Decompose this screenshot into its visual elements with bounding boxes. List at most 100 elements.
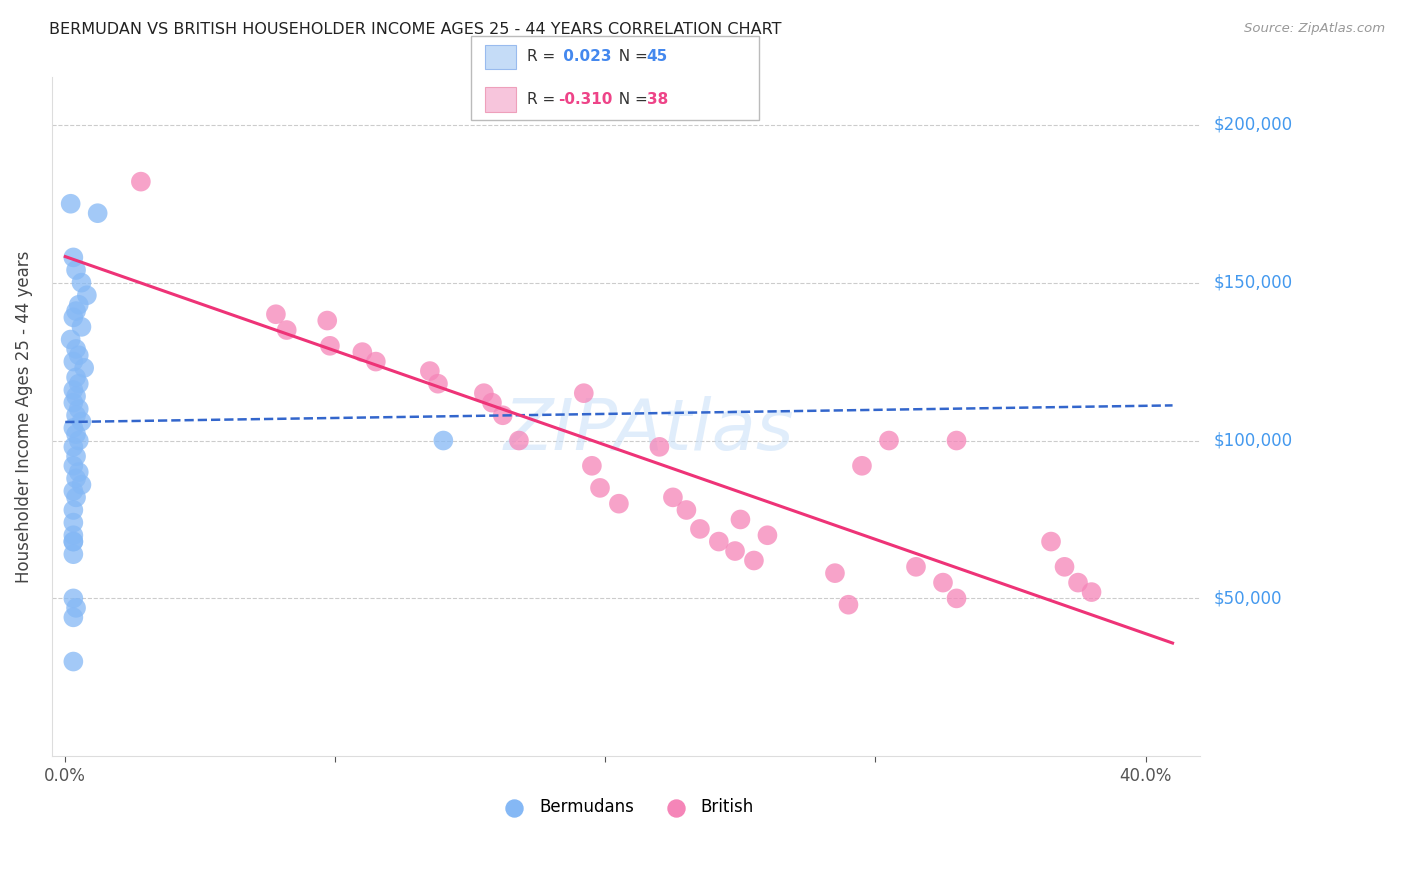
Point <box>945 434 967 448</box>
Point <box>581 458 603 473</box>
Point <box>945 591 967 606</box>
Point <box>264 307 287 321</box>
Point <box>508 434 530 448</box>
Point <box>724 544 747 558</box>
Point <box>904 559 927 574</box>
Point <box>432 434 454 448</box>
Point <box>62 354 84 368</box>
Point <box>129 175 152 189</box>
Point <box>65 389 87 403</box>
Point <box>62 310 84 325</box>
Point <box>67 401 90 416</box>
Point <box>675 503 697 517</box>
Text: Source: ZipAtlas.com: Source: ZipAtlas.com <box>1244 22 1385 36</box>
Point <box>62 655 84 669</box>
Point <box>62 484 84 499</box>
Point <box>707 534 730 549</box>
Point <box>472 386 495 401</box>
Point <box>319 339 342 353</box>
Point <box>73 360 96 375</box>
Point <box>481 395 503 409</box>
Text: BERMUDAN VS BRITISH HOUSEHOLDER INCOME AGES 25 - 44 YEARS CORRELATION CHART: BERMUDAN VS BRITISH HOUSEHOLDER INCOME A… <box>49 22 782 37</box>
Point <box>67 376 90 391</box>
Point <box>877 434 900 448</box>
Point <box>62 421 84 435</box>
Text: -0.310: -0.310 <box>558 92 613 107</box>
Point <box>62 547 84 561</box>
Point <box>62 440 84 454</box>
Point <box>492 409 515 423</box>
Point <box>352 345 374 359</box>
Text: R =: R = <box>527 92 561 107</box>
Point <box>70 319 93 334</box>
Point <box>65 409 87 423</box>
Point <box>316 313 339 327</box>
Point <box>1040 534 1063 549</box>
Point <box>65 263 87 277</box>
Point <box>1067 575 1090 590</box>
Point <box>62 251 84 265</box>
Point <box>62 528 84 542</box>
Point <box>648 440 671 454</box>
Point <box>572 386 595 401</box>
Text: 38: 38 <box>647 92 668 107</box>
Point <box>824 566 846 581</box>
Point <box>62 516 84 530</box>
Point <box>837 598 859 612</box>
Text: R =: R = <box>527 49 561 64</box>
Point <box>62 395 84 409</box>
Point <box>59 196 82 211</box>
Text: $100,000: $100,000 <box>1213 432 1292 450</box>
Point <box>65 427 87 442</box>
Text: $150,000: $150,000 <box>1213 274 1292 292</box>
Point <box>65 342 87 356</box>
Point <box>65 304 87 318</box>
Point <box>65 600 87 615</box>
Legend: Bermudans, British: Bermudans, British <box>491 791 761 822</box>
Point <box>70 415 93 429</box>
Point <box>62 591 84 606</box>
Point <box>932 575 955 590</box>
Point <box>689 522 711 536</box>
Point <box>59 333 82 347</box>
Point <box>1080 585 1102 599</box>
Point <box>730 512 752 526</box>
Text: ZIPAtlas: ZIPAtlas <box>503 396 794 465</box>
Point <box>419 364 441 378</box>
Point <box>67 434 90 448</box>
Point <box>70 276 93 290</box>
Point <box>426 376 449 391</box>
Point <box>662 491 685 505</box>
Point <box>65 370 87 384</box>
Text: $50,000: $50,000 <box>1213 590 1282 607</box>
Point <box>756 528 779 542</box>
Point <box>1053 559 1076 574</box>
Text: N =: N = <box>609 92 652 107</box>
Point <box>62 458 84 473</box>
Point <box>62 534 84 549</box>
Point <box>65 491 87 505</box>
Text: 0.023: 0.023 <box>558 49 612 64</box>
Text: 45: 45 <box>647 49 668 64</box>
Text: $200,000: $200,000 <box>1213 116 1292 134</box>
Point <box>67 348 90 362</box>
Point <box>276 323 298 337</box>
Point <box>364 354 387 368</box>
Text: N =: N = <box>609 49 652 64</box>
Y-axis label: Householder Income Ages 25 - 44 years: Householder Income Ages 25 - 44 years <box>15 251 32 583</box>
Point <box>70 477 93 491</box>
Point <box>62 503 84 517</box>
Point <box>742 553 765 567</box>
Point <box>607 497 630 511</box>
Point <box>62 610 84 624</box>
Point <box>851 458 873 473</box>
Point <box>62 383 84 397</box>
Point <box>65 450 87 464</box>
Point <box>76 288 98 302</box>
Point <box>589 481 612 495</box>
Point <box>62 534 84 549</box>
Point <box>65 471 87 485</box>
Point <box>67 465 90 479</box>
Point <box>86 206 108 220</box>
Point <box>67 298 90 312</box>
